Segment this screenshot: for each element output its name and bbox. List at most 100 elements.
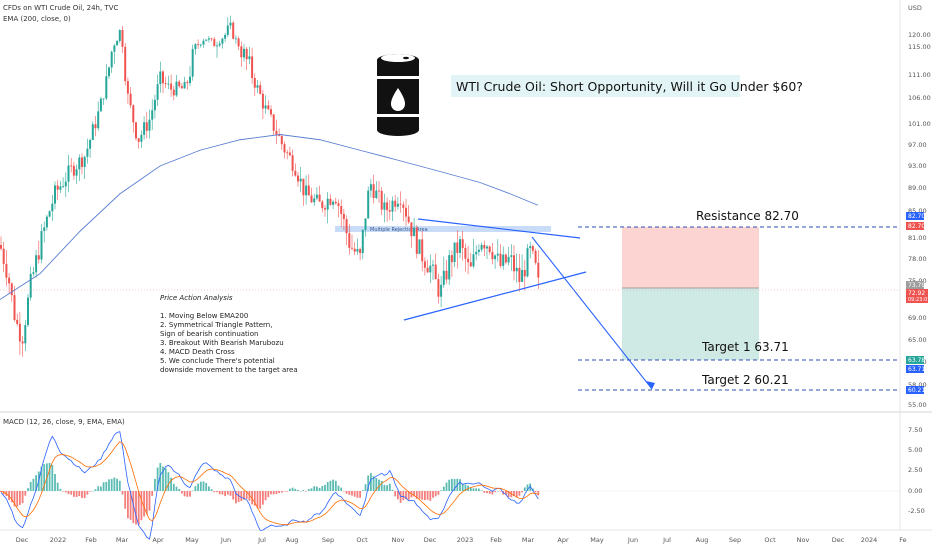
projection-arrow[interactable] [531,236,653,390]
macd-bar [145,491,148,515]
macd-bar [359,491,361,498]
macd-bar [181,491,183,494]
candle-body [64,181,67,187]
triangle-upper-line[interactable] [417,218,581,239]
risk-zone[interactable] [622,227,759,288]
macd-bar [135,491,137,525]
macd-bar [272,491,275,495]
candle-body [70,165,73,167]
candle-body [121,30,124,47]
candle-body [99,98,102,112]
time-tick-label: 2022 [50,536,67,544]
candle-body [523,270,526,277]
candle-body [259,85,262,94]
macd-bar [394,491,397,497]
candle-body [129,93,132,106]
candle-body [521,270,524,282]
candle-body [342,213,345,220]
time-tick-label: Aug [286,536,299,544]
candle-body [288,152,291,156]
macd-bar [251,491,253,505]
macd-bar [523,487,526,491]
macd-bar [148,491,151,511]
macd-bar [291,487,294,491]
macd-bar [472,488,475,491]
macd-bar [86,491,89,495]
reward-zone[interactable] [622,288,759,360]
macd-bar [245,491,248,499]
macd-bar [283,491,286,492]
macd-bar [437,491,440,495]
ema-legend[interactable]: EMA (200, close, 0) [3,15,71,23]
candle-body [364,218,367,231]
macd-bar [413,491,415,497]
candle-body [380,190,383,210]
macd-bar [459,479,461,491]
macd-bar [235,491,237,504]
macd-bar [70,491,73,495]
macd-bar [186,491,189,497]
macd-bar [13,491,16,507]
candle-body [415,227,418,254]
candle-body [156,84,159,100]
analysis-line-6: 5. We conclude There's potential [160,357,275,365]
macd-bar [216,491,218,493]
candle-body [502,254,505,266]
time-tick-label: Dec [424,536,437,544]
tag-current-red-bg [906,289,928,303]
macd-legend[interactable]: MACD (12, 26, close, 9, EMA, EMA) [3,418,125,426]
candle-body [351,247,353,249]
macd-bar [286,491,289,492]
candle-body [210,38,213,40]
candle-body [329,198,332,205]
time-axis[interactable]: Dec 2022 Feb Mar Apr May Jun Jul Aug Sep Oct Nov Dec… [16,536,907,544]
macd-bar [391,489,394,491]
candle-body [483,244,486,249]
candle-body [62,186,65,188]
oil-barrel-icon [377,54,419,136]
candle-body [318,194,321,202]
macd-bar [78,491,81,497]
time-tick-label: 2023 [457,536,474,544]
macd-bar [248,491,251,501]
candle-body [16,319,19,324]
macd-bar [189,491,191,497]
macd-bar [73,491,75,497]
macd-bar [491,491,494,495]
candle-body [515,267,518,272]
candle-body [294,170,297,176]
macd-bar [94,489,97,491]
candle-body [89,139,92,149]
symbol-legend[interactable]: CFDs on WTI Crude Oil, 24h, TVC [3,4,118,12]
macd-axis[interactable]: 7.50 5.00 2.50 0.00 -2.50 [908,426,925,515]
candle-body [143,122,146,135]
candle-body [10,283,13,296]
price-tick-label: 65.00 [908,336,927,344]
candle-body [383,202,386,210]
price-tags: 82.70 82.70 73.79 72.92 09:23:01 63.78 6… [906,212,930,394]
macd-bar [529,483,532,491]
candle-body [116,40,119,46]
price-tick-label: 85.00 [908,207,927,215]
macd-bar [91,490,94,492]
candle-body [108,67,110,77]
macd-bar [280,491,283,493]
price-tick-label: 89.00 [908,184,927,192]
candle-body [243,48,245,58]
macd-bar [154,478,156,491]
time-tick-label: Mar [116,536,129,544]
candle-body [486,246,488,249]
triangle-lower-line[interactable] [403,271,587,321]
macd-bar [124,491,127,509]
candle-body [153,99,156,111]
macd-bar [56,482,59,491]
candle-body [175,81,178,96]
candle-body [402,204,405,208]
candle-body [118,30,121,41]
candle-body [178,81,181,87]
macd-bar [480,490,483,491]
rejection-zone[interactable] [335,226,551,232]
macd-bar [10,491,13,503]
analysis-line-3: Sign of bearish continuation [160,330,258,338]
